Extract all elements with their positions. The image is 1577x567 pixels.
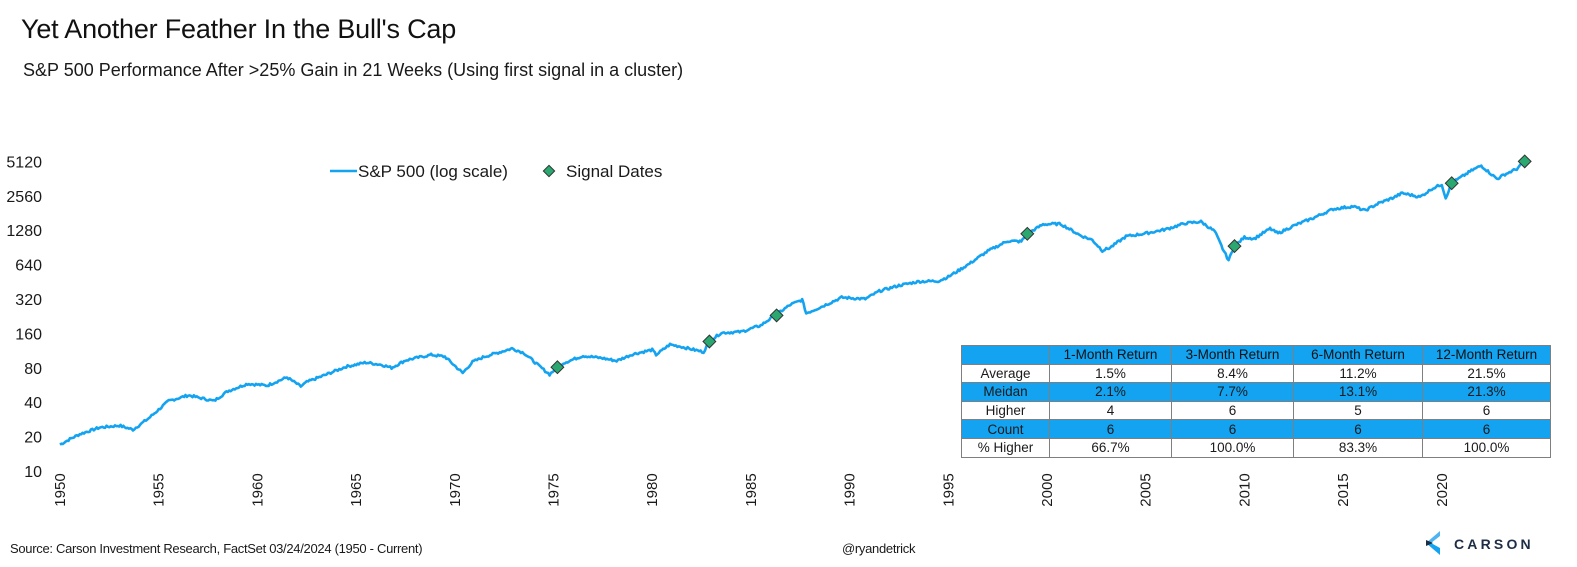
carson-logo: CARSON <box>1422 531 1534 557</box>
table-header-cell: 1-Month Return <box>1049 345 1172 365</box>
table-header-cell: 3-Month Return <box>1171 345 1294 365</box>
table-cell: 6 <box>1293 419 1423 439</box>
x-tick-label: 1970 <box>447 473 464 506</box>
table-cell: 11.2% <box>1293 363 1423 384</box>
x-axis: 1950 1955 1960 1965 1970 1975 1980 1985 1990 1995… <box>52 473 1451 506</box>
y-tick-label: 2560 <box>6 189 42 206</box>
table-row-label: Meidan <box>961 382 1050 402</box>
signal-marker <box>769 308 784 323</box>
legend-label-signals: Signal Dates <box>566 162 662 181</box>
signal-marker <box>1517 154 1532 169</box>
y-tick-label: 1280 <box>6 223 42 240</box>
table-cell: 6 <box>1049 419 1172 439</box>
table-header-cell <box>961 345 1050 365</box>
table-row: Count 6 6 6 6 <box>961 419 1551 439</box>
y-tick-label: 160 <box>15 326 42 343</box>
signal-marker <box>550 360 565 375</box>
signal-marker <box>1227 239 1242 254</box>
table-cell: 8.4% <box>1171 363 1294 384</box>
table-cell: 6 <box>1171 419 1294 439</box>
y-tick-label: 320 <box>15 292 42 309</box>
x-tick-label: 1980 <box>644 473 661 506</box>
legend-diamond-swatch <box>542 164 556 178</box>
table-row: Average 1.5% 8.4% 11.2% 21.5% <box>961 363 1551 384</box>
y-tick-label: 20 <box>24 430 42 447</box>
table-header-cell: 6-Month Return <box>1293 345 1423 365</box>
signal-marker <box>1020 226 1035 241</box>
y-tick-label: 40 <box>24 395 42 412</box>
table-row-label: % Higher <box>961 437 1050 458</box>
series-layer <box>59 160 1526 446</box>
y-tick-label: 10 <box>24 464 42 481</box>
table-cell: 4 <box>1049 400 1172 421</box>
legend: S&P 500 (log scale) Signal Dates <box>330 162 662 181</box>
table-cell: 100.0% <box>1171 437 1294 458</box>
legend-label-sp500: S&P 500 (log scale) <box>358 162 508 181</box>
table-cell: 7.7% <box>1171 382 1294 402</box>
table-row-label: Count <box>961 419 1050 439</box>
table-cell: 13.1% <box>1293 382 1423 402</box>
signal-marker <box>1444 176 1459 191</box>
table-cell: 66.7% <box>1049 437 1172 458</box>
table-cell: 83.3% <box>1293 437 1423 458</box>
logo-text: CARSON <box>1454 536 1534 552</box>
x-tick-label: 1955 <box>151 473 168 506</box>
signal-marker <box>702 334 717 349</box>
x-tick-label: 2015 <box>1335 473 1352 506</box>
table-row-label: Average <box>961 363 1050 384</box>
x-tick-label: 2020 <box>1434 473 1451 506</box>
x-tick-label: 1995 <box>940 473 957 506</box>
chart-subtitle: S&P 500 Performance After >25% Gain in 2… <box>23 60 684 80</box>
table-cell: 100.0% <box>1422 437 1551 458</box>
table-cell: 6 <box>1422 419 1551 439</box>
returns-table: 1-Month Return 3-Month Return 6-Month Re… <box>961 345 1551 458</box>
x-tick-label: 1960 <box>249 473 266 506</box>
table-cell: 21.5% <box>1422 363 1551 384</box>
signal-markers <box>550 154 1532 375</box>
table-cell: 21.3% <box>1422 382 1551 402</box>
sp500-line <box>59 160 1526 446</box>
y-tick-label: 80 <box>24 361 42 378</box>
x-tick-label: 2000 <box>1039 473 1056 506</box>
table-cell: 6 <box>1171 400 1294 421</box>
table-cell: 5 <box>1293 400 1423 421</box>
x-tick-label: 1950 <box>52 473 69 506</box>
table-row: % Higher 66.7% 100.0% 83.3% 100.0% <box>961 437 1551 458</box>
table-row: Higher 4 6 5 6 <box>961 400 1551 421</box>
y-tick-label: 5120 <box>6 154 42 171</box>
chart-title: Yet Another Feather In the Bull's Cap <box>21 14 457 44</box>
author-handle: @ryandetrick <box>842 541 916 556</box>
table-header-cell: 12-Month Return <box>1422 345 1551 365</box>
x-tick-label: 1985 <box>743 473 760 506</box>
x-tick-label: 2010 <box>1236 473 1253 506</box>
y-tick-label: 640 <box>15 258 42 275</box>
table-header-row: 1-Month Return 3-Month Return 6-Month Re… <box>961 345 1551 365</box>
carson-chevron-icon <box>1426 531 1440 555</box>
table-row-label: Higher <box>961 400 1050 421</box>
y-axis: 5120 2560 1280 640 320 160 80 40 20 10 <box>6 154 42 481</box>
x-tick-label: 1965 <box>348 473 365 506</box>
x-tick-label: 2005 <box>1138 473 1155 506</box>
table-cell: 1.5% <box>1049 363 1172 384</box>
x-tick-label: 1990 <box>842 473 859 506</box>
table-cell: 2.1% <box>1049 382 1172 402</box>
x-tick-label: 1975 <box>546 473 563 506</box>
table-cell: 6 <box>1422 400 1551 421</box>
table-row: Meidan 2.1% 7.7% 13.1% 21.3% <box>961 382 1551 402</box>
source-note: Source: Carson Investment Research, Fact… <box>10 541 423 556</box>
